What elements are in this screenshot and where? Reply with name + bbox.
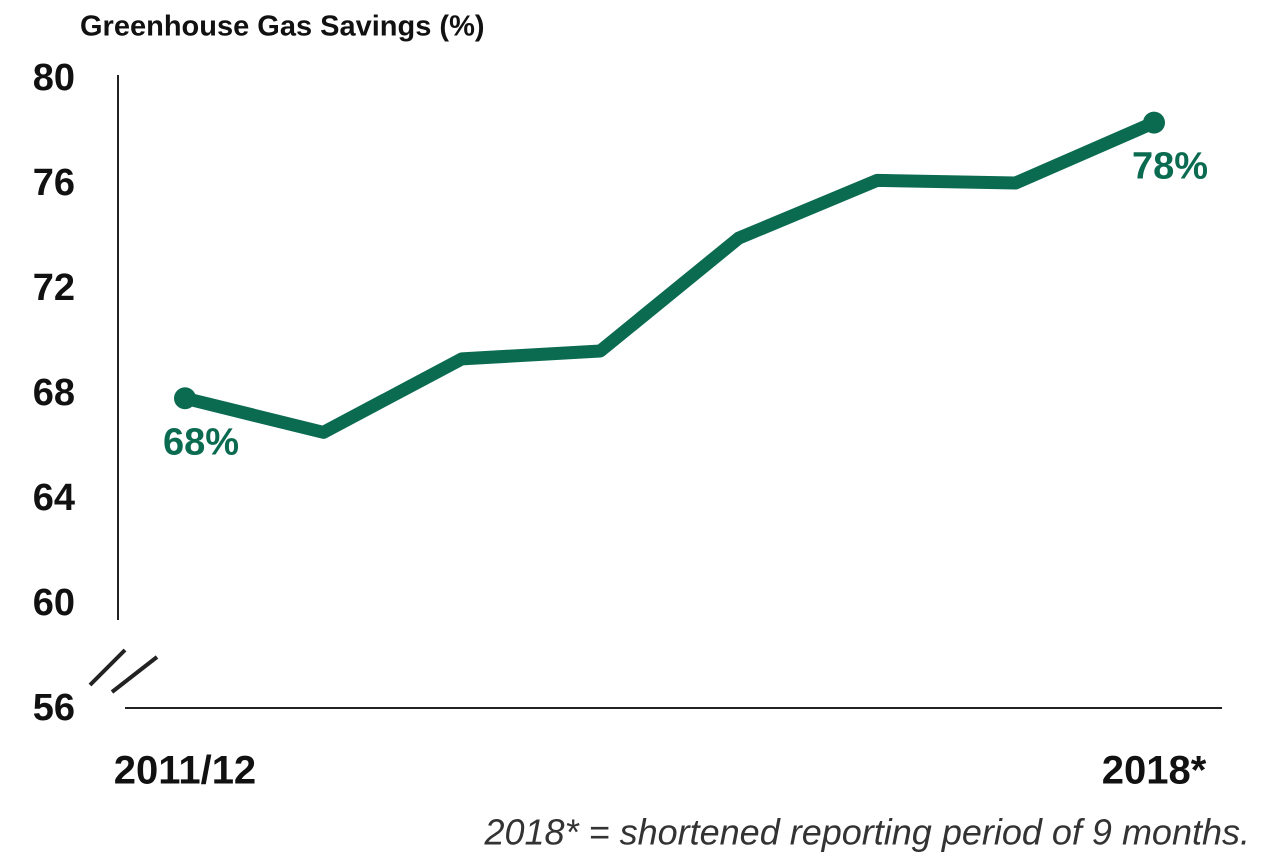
x-tick-label: 2018* bbox=[1102, 749, 1207, 793]
y-tick-label: 76 bbox=[33, 162, 75, 204]
axis-break bbox=[110, 655, 159, 694]
value-label: 78% bbox=[1132, 146, 1208, 188]
footnote: 2018* = shortened reporting period of 9 … bbox=[483, 812, 1250, 853]
marker bbox=[1143, 111, 1165, 134]
y-tick-label: 56 bbox=[33, 687, 75, 729]
axis-break bbox=[88, 648, 127, 687]
y-tick-label: 60 bbox=[33, 582, 75, 624]
line bbox=[183, 116, 1157, 439]
x-tick-label: 2011/12 bbox=[114, 749, 256, 793]
y-tick-label: 80 bbox=[33, 57, 75, 99]
y-tick-label: 64 bbox=[33, 477, 75, 519]
y-tick-label: 72 bbox=[33, 267, 75, 309]
y-tick-label: 68 bbox=[33, 372, 75, 414]
chart-title: Greenhouse Gas Savings (%) bbox=[80, 11, 485, 43]
marker bbox=[174, 387, 196, 410]
value-label: 68% bbox=[163, 421, 239, 463]
